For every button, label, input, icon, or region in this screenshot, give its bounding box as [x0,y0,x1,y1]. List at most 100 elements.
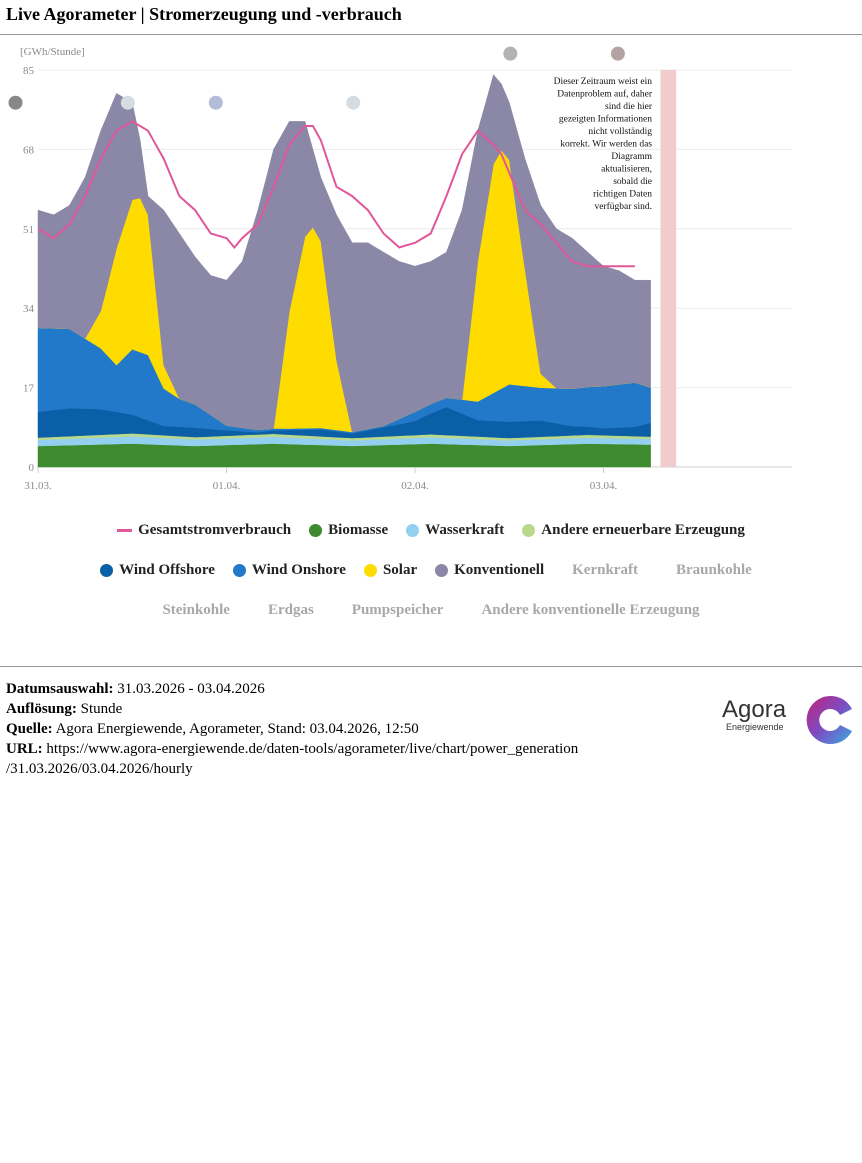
x-tick-label: 31.03. [24,480,52,492]
logo-wordmark: Agora [722,696,787,723]
chart: 0 17 34 51 68 85 [GWh/Stunde] 31.03. 01.04. 02.04… [8,46,792,492]
legend-dot-icon [522,524,536,537]
legend-item-andere-erneuerbare-erzeugung[interactable]: Andere erneuerbare Erzeugung [522,522,745,539]
url-value-2[interactable]: /31.03.2026/03.04.2026/hourly [6,761,193,777]
legend-item-wasserkraft[interactable]: Wasserkraft [406,522,504,539]
url: URL: https://www.agora-energiewende.de/d… [6,739,706,759]
url-label: URL: [6,741,43,757]
event-marker [346,95,361,110]
legend-item-biomasse[interactable]: Biomasse [309,522,388,539]
data-problem-note-line: Diagramm [611,152,652,162]
source-label: Quelle: [6,721,53,737]
legend-label: Solar [382,562,418,578]
date-selection: Datumsauswahl: 31.03.2026 - 03.04.2026 [6,679,706,699]
legend-label: Gesamtstromverbrauch [138,522,292,538]
legend-dot-icon [435,564,449,577]
agora-logo: Agora Energiewende [722,696,852,744]
y-tick-label: 51 [23,224,34,236]
legend-item-wind-offshore[interactable]: Wind Offshore [100,562,215,579]
event-marker [8,95,23,110]
x-tick-label: 02.04. [401,480,429,492]
event-marker [208,95,223,110]
legend-item-solar[interactable]: Solar [363,562,418,579]
legend-label: Wind Onshore [251,562,346,578]
title-bar: Live Agorameter | Stromerzeugung und -ve… [0,0,862,35]
y-tick-label: 85 [23,65,35,77]
legend-item-kernkraft[interactable]: Kernkraft [572,562,638,579]
area-biomasse [37,443,651,468]
legend-label: Andere konventionelle Erzeugung [481,602,700,618]
data-problem-band-rect [660,70,677,467]
event-marker [120,95,135,110]
legend-item-andere-konventionelle-erzeugung[interactable]: Andere konventionelle Erzeugung [481,602,699,619]
legend-line-icon [117,529,133,532]
legend-label: Wind Offshore [119,562,215,578]
legend-label: Andere erneuerbare Erzeugung [541,522,745,538]
y-tick-label: 34 [23,303,35,315]
source: Quelle: Agora Energiewende, Agorameter, … [6,719,706,739]
event-marker [610,46,625,61]
logo-ring-icon [806,696,852,744]
legend-item-braunkohle[interactable]: Braunkohle [676,562,752,579]
legend-dot-icon [363,564,377,577]
legend-item-steinkohle[interactable]: Steinkohle [162,602,230,619]
legend-label: Konventionell [454,562,545,578]
legend-dot-icon [100,564,114,577]
date-value: 31.03.2026 - 03.04.2026 [113,681,265,697]
legend-label: Wasserkraft [425,522,505,538]
legend-label: Pumpspeicher [351,602,444,618]
data-problem-note-line: richtigen Daten [593,190,652,200]
page-title: Live Agorameter | Stromerzeugung und -ve… [6,4,402,24]
footer: Datumsauswahl: 31.03.2026 - 03.04.2026 A… [0,666,862,777]
y-axis-unit: [GWh/Stunde] [20,46,85,58]
legend-label: Biomasse [328,522,389,538]
data-problem-band [660,70,677,467]
legend-row: Steinkohle Erdgas Pumpspeicher Andere konve… [0,602,862,619]
legend-dot-icon [309,524,323,537]
y-tick-label: 0 [29,462,35,474]
legend-item-wind-onshore[interactable]: Wind Onshore [232,562,346,579]
stacked-areas [37,74,651,468]
legend-row: Gesamtstromverbrauch Biomasse Wasserkraft A… [0,522,862,539]
date-label: Datumsauswahl: [6,681,114,697]
data-problem-note-line: Dieser Zeitraum weist ein [554,77,653,87]
legend-item-konventionell[interactable]: Konventionell [435,562,544,579]
data-problem-note-line: aktualisieren, [601,165,652,175]
data-problem-note: Dieser Zeitraum weist ein Datenproblem au… [554,77,653,212]
url-value[interactable]: https://www.agora-energiewende.de/daten-… [42,741,579,757]
area-konventionell [37,74,651,433]
y-tick-label: 17 [23,383,35,395]
legend-label: Kernkraft [572,562,638,578]
consumption-line [37,120,635,268]
data-problem-note-line: Datenproblem auf, daher [557,89,653,100]
data-problem-note-line: sind die hier [605,102,653,112]
data-problem-note-line: sobald die [613,177,652,187]
legend-label: Braunkohle [675,562,752,578]
legend-label: Steinkohle [162,602,230,618]
y-tick-label: 68 [23,144,35,156]
data-problem-note-line: verfügbar sind. [594,201,652,212]
resolution-label: Auflösung: [6,701,77,717]
x-tick-label: 01.04. [213,480,241,492]
x-tick-label: 03.04. [590,480,618,492]
logo-subtitle: Energiewende [726,722,784,732]
data-problem-note-line: gezeigten Informationen [559,114,652,125]
legend-dot-icon [232,564,246,577]
event-markers [8,46,625,110]
legend-dot-icon [406,524,420,537]
resolution: Auflösung: Stunde [6,699,706,719]
data-problem-note-line: nicht vollständig [588,127,652,137]
event-marker [503,46,518,61]
data-problem-note-line: korrekt. Wir werden das [560,140,652,150]
legend-item-erdgas[interactable]: Erdgas [268,602,314,619]
footer-info: Datumsauswahl: 31.03.2026 - 03.04.2026 A… [6,679,706,779]
legend-label: Erdgas [267,602,314,618]
legend-item-pumpspeicher[interactable]: Pumpspeicher [352,602,444,619]
resolution-value: Stunde [76,701,123,717]
legend-item-gesamtstromverbrauch[interactable]: Gesamtstromverbrauch [117,522,291,539]
legend-row: Wind Offshore Wind Onshore Solar Konvention… [0,562,862,579]
url-cont: /31.03.2026/03.04.2026/hourly [6,759,706,779]
line-gesamtstromverbrauch [37,120,635,268]
source-value: Agora Energiewende, Agorameter, Stand: 0… [52,721,419,737]
axes: 0 17 34 51 68 85 [GWh/Stunde] 31.03. 01.04. 02.04… [20,46,618,492]
